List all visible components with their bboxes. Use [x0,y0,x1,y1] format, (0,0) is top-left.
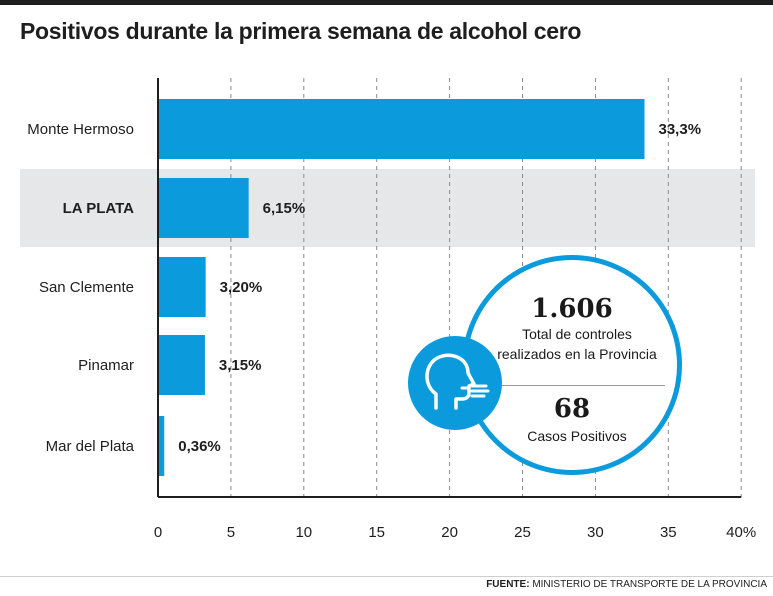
value-label: 0,36% [178,438,221,455]
top-rule [0,0,773,5]
highlight-band [20,169,755,247]
positive-cases-label: Casos Positivos [527,428,627,444]
value-label: 33,3% [659,121,702,138]
value-label: 6,15% [263,200,306,217]
bar [159,335,205,395]
x-tick-label: 0 [154,524,162,541]
x-tick-label: 5 [227,524,235,541]
value-label: 3,15% [219,357,262,374]
stats-callout-circle: 1.606 Total de controles realizados en l… [462,255,682,475]
category-label: Monte Hermoso [27,121,134,138]
x-tick-label: 25 [514,524,531,541]
bar [159,257,206,317]
x-tick-label: 40% [726,524,756,541]
stats-divider [489,385,665,386]
bar-chart: 0 5 10 15 20 25 30 35 40% Monte Hermoso 33,3% LA PL… [20,78,756,541]
value-label: 3,20% [220,279,263,296]
x-tick-label: 10 [295,524,312,541]
chart-title: Positivos durante la primera semana de a… [20,18,582,44]
source-rule [0,576,773,577]
x-tick-label: 20 [441,524,458,541]
category-label: Mar del Plata [46,438,135,455]
x-tick-label: 15 [368,524,385,541]
x-tick-label: 30 [587,524,604,541]
breath-test-face-icon [408,336,502,430]
total-controls-number: 1.606 [531,294,613,324]
x-tick-label: 35 [660,524,677,541]
category-label: San Clemente [39,279,134,296]
source-note: FUENTE: MINISTERIO DE TRANSPORTE DE LA P… [486,579,767,590]
source-text: MINISTERIO DE TRANSPORTE DE LA PROVINCIA [532,579,767,590]
bar [159,99,645,159]
bar [159,416,165,476]
category-label: Pinamar [78,357,134,374]
category-label: LA PLATA [63,200,135,217]
bar [159,178,249,238]
total-controls-label: Total de controles realizados en la Prov… [497,326,657,362]
positive-cases-number: 68 [553,394,591,424]
source-prefix: FUENTE: [486,579,530,590]
